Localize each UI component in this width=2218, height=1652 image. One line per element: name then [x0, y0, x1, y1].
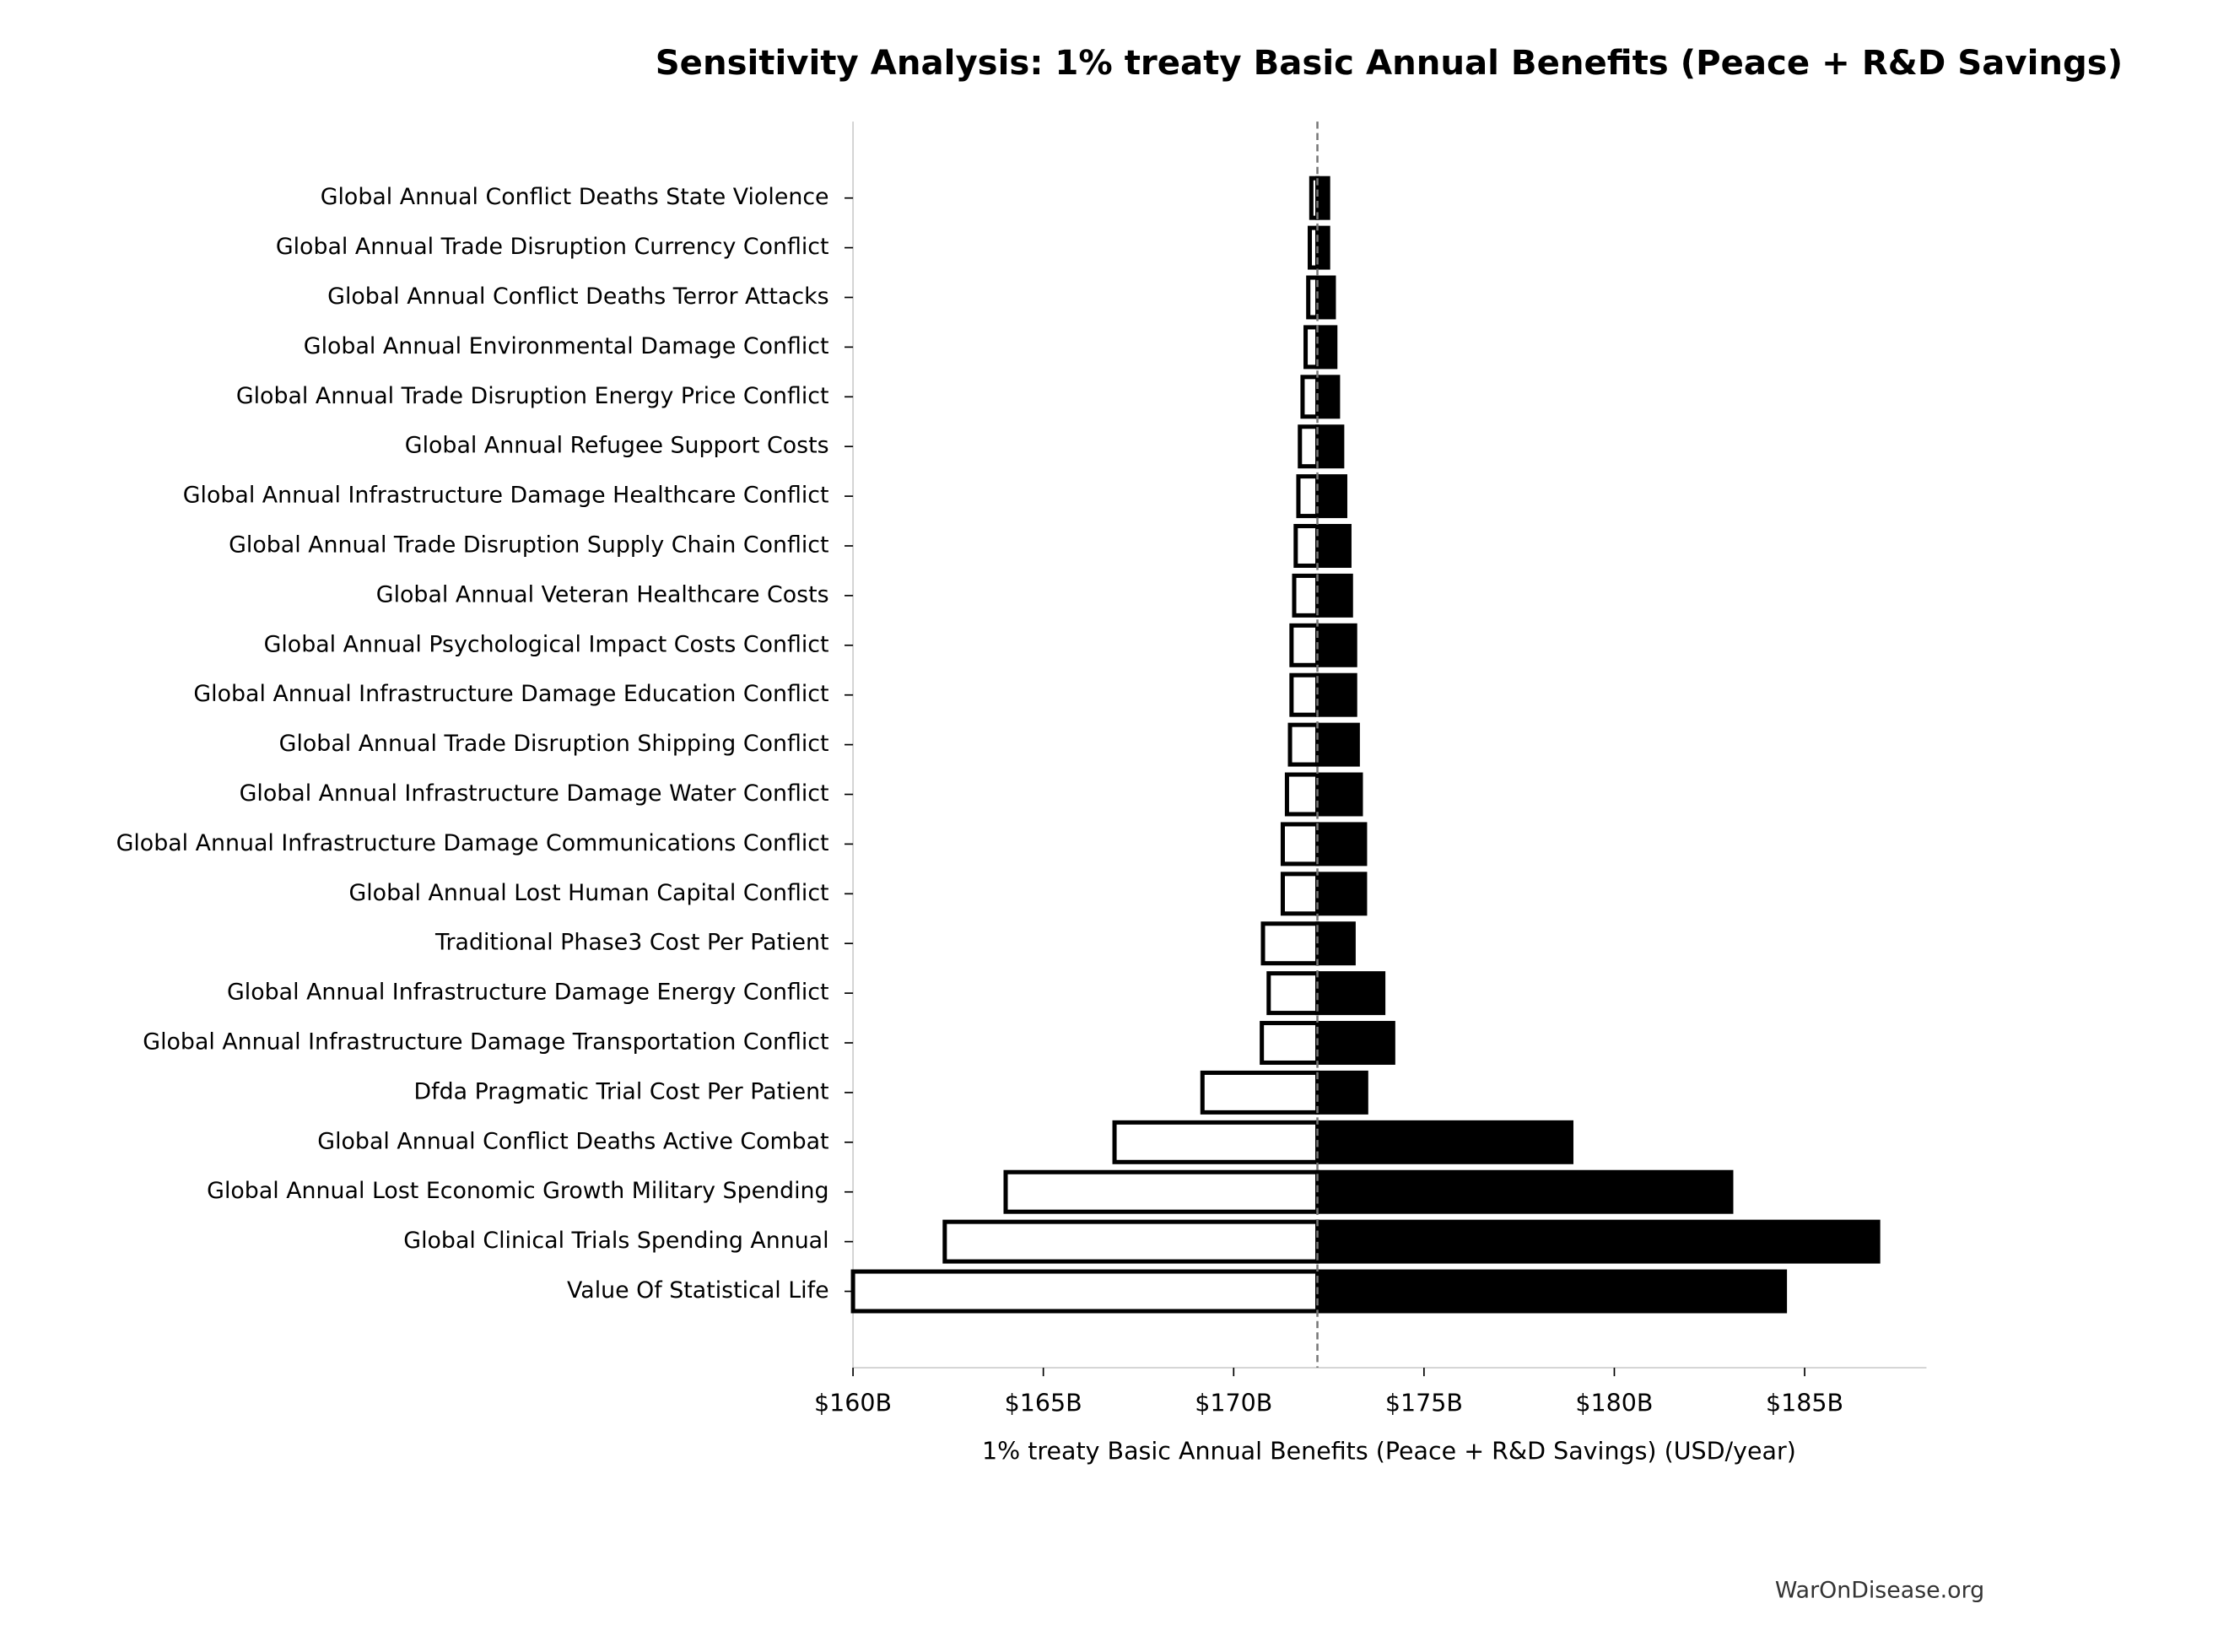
- x-tick-label: $170B: [1195, 1390, 1272, 1417]
- high-bar: [1315, 722, 1360, 767]
- y-tick-label: Global Annual Infrastructure Damage Tran…: [143, 1029, 828, 1055]
- low-bar: [942, 1219, 1320, 1264]
- high-bar: [1315, 524, 1352, 568]
- y-tick-label: Traditional Phase3 Cost Per Patient: [434, 930, 829, 956]
- y-tick-label: Global Annual Psychological Impact Costs…: [264, 631, 829, 657]
- high-bar: [1315, 1070, 1368, 1115]
- low-bar: [1289, 672, 1320, 717]
- low-bar: [1280, 822, 1320, 866]
- low-bar: [1298, 424, 1320, 469]
- low-bar: [1112, 1120, 1320, 1164]
- y-tick-label: Global Annual Veteran Healthcare Costs: [376, 581, 829, 607]
- high-bar: [1315, 672, 1357, 717]
- y-tick-label: Global Annual Trade Disruption Supply Ch…: [229, 532, 828, 559]
- chart-title: Sensitivity Analysis: 1% treaty Basic An…: [656, 44, 2123, 83]
- x-tick-label: $160B: [814, 1390, 892, 1417]
- y-tick-label: Global Annual Infrastructure Damage Educ…: [193, 681, 828, 707]
- high-bar: [1315, 275, 1336, 320]
- high-bar: [1315, 1269, 1788, 1314]
- low-bar: [1200, 1070, 1320, 1115]
- high-bar: [1315, 872, 1368, 916]
- high-bar: [1315, 1120, 1573, 1164]
- high-bar: [1315, 325, 1338, 370]
- high-bar: [1315, 822, 1368, 866]
- y-tick-label: Global Annual Infrastructure Damage Heal…: [183, 483, 829, 509]
- low-bar: [1003, 1169, 1320, 1214]
- y-tick-label: Global Annual Environmental Damage Confl…: [304, 333, 829, 359]
- high-bar: [1315, 424, 1345, 469]
- y-tick-label: Global Annual Infrastructure Damage Comm…: [116, 830, 829, 856]
- watermark: WarOnDisease.org: [1775, 1577, 1984, 1603]
- high-bar: [1315, 225, 1330, 270]
- high-bar: [1315, 474, 1347, 519]
- low-bar: [1289, 623, 1320, 667]
- y-tick-label: Global Clinical Trials Spending Annual: [403, 1228, 828, 1254]
- y-tick-label: Global Annual Infrastructure Damage Wate…: [240, 780, 829, 807]
- y-tick-label: Dfda Pragmatic Trial Cost Per Patient: [414, 1078, 829, 1104]
- high-bar: [1315, 921, 1356, 966]
- y-tick-label: Global Annual Trade Disruption Currency …: [276, 234, 829, 260]
- high-bar: [1315, 175, 1330, 220]
- high-bar: [1315, 1169, 1734, 1214]
- low-bar: [1284, 772, 1320, 817]
- y-tick-label: Value Of Statistical Life: [567, 1277, 829, 1304]
- low-bar: [1266, 971, 1320, 1016]
- high-bar: [1315, 772, 1363, 817]
- x-tick-label: $175B: [1385, 1390, 1463, 1417]
- low-bar: [850, 1269, 1320, 1314]
- y-tick-label: Global Annual Conflict Deaths Terror Att…: [327, 283, 828, 310]
- y-tick-label: Global Annual Conflict Deaths Active Com…: [317, 1128, 828, 1154]
- x-tick-label: $185B: [1766, 1390, 1843, 1417]
- y-tick-label: Global Annual Conflict Deaths State Viol…: [321, 184, 829, 210]
- y-tick-label: Global Annual Trade Disruption Shipping …: [279, 731, 829, 757]
- x-tick-label: $165B: [1005, 1390, 1082, 1417]
- low-bar: [1296, 474, 1320, 519]
- x-axis-label: 1% treaty Basic Annual Benefits (Peace +…: [982, 1438, 1796, 1466]
- y-tick-label: Global Annual Infrastructure Damage Ener…: [227, 980, 829, 1006]
- low-bar: [1292, 573, 1320, 618]
- low-bar: [1260, 921, 1320, 966]
- low-bar: [1293, 524, 1320, 568]
- low-bar: [1260, 1021, 1320, 1066]
- x-tick-label: $180B: [1575, 1390, 1653, 1417]
- low-bar: [1280, 872, 1320, 916]
- high-bar: [1315, 1021, 1395, 1066]
- y-tick-label: Global Annual Lost Human Capital Conflic…: [348, 880, 828, 906]
- high-bar: [1315, 573, 1353, 618]
- high-bar: [1315, 971, 1386, 1016]
- low-bar: [1287, 722, 1320, 767]
- low-bar: [1300, 375, 1320, 419]
- y-tick-label: Global Annual Lost Economic Growth Milit…: [207, 1178, 828, 1204]
- high-bar: [1315, 375, 1341, 419]
- y-tick-label: Global Annual Refugee Support Costs: [405, 433, 829, 459]
- high-bar: [1315, 1219, 1881, 1264]
- y-tick-label: Global Annual Trade Disruption Energy Pr…: [236, 383, 829, 409]
- high-bar: [1315, 623, 1357, 667]
